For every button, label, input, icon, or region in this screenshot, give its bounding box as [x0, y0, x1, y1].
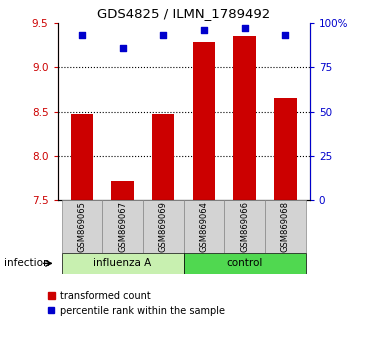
Bar [111, 181, 134, 200]
Text: influenza A: influenza A [93, 258, 152, 268]
Text: GSM869065: GSM869065 [78, 201, 86, 252]
FancyBboxPatch shape [143, 200, 184, 253]
Bar [193, 42, 215, 200]
FancyBboxPatch shape [224, 200, 265, 253]
Point [201, 27, 207, 33]
Text: GSM869068: GSM869068 [281, 201, 290, 252]
Point [242, 25, 248, 31]
Point [119, 45, 125, 51]
Bar [71, 114, 93, 200]
Text: GSM869067: GSM869067 [118, 201, 127, 252]
FancyBboxPatch shape [265, 200, 306, 253]
Text: GSM869064: GSM869064 [200, 201, 209, 252]
Point [79, 33, 85, 38]
Bar [274, 98, 296, 200]
Bar [152, 114, 174, 200]
FancyBboxPatch shape [102, 200, 143, 253]
Point [160, 33, 166, 38]
FancyBboxPatch shape [184, 253, 306, 274]
Bar [233, 36, 256, 200]
Title: GDS4825 / ILMN_1789492: GDS4825 / ILMN_1789492 [97, 7, 270, 21]
Text: GSM869069: GSM869069 [159, 201, 168, 252]
Text: control: control [226, 258, 263, 268]
Text: GSM869066: GSM869066 [240, 201, 249, 252]
Point [282, 33, 288, 38]
FancyBboxPatch shape [62, 253, 184, 274]
FancyBboxPatch shape [184, 200, 224, 253]
Legend: transformed count, percentile rank within the sample: transformed count, percentile rank withi… [47, 291, 225, 316]
Text: infection: infection [4, 258, 49, 268]
FancyBboxPatch shape [62, 200, 102, 253]
